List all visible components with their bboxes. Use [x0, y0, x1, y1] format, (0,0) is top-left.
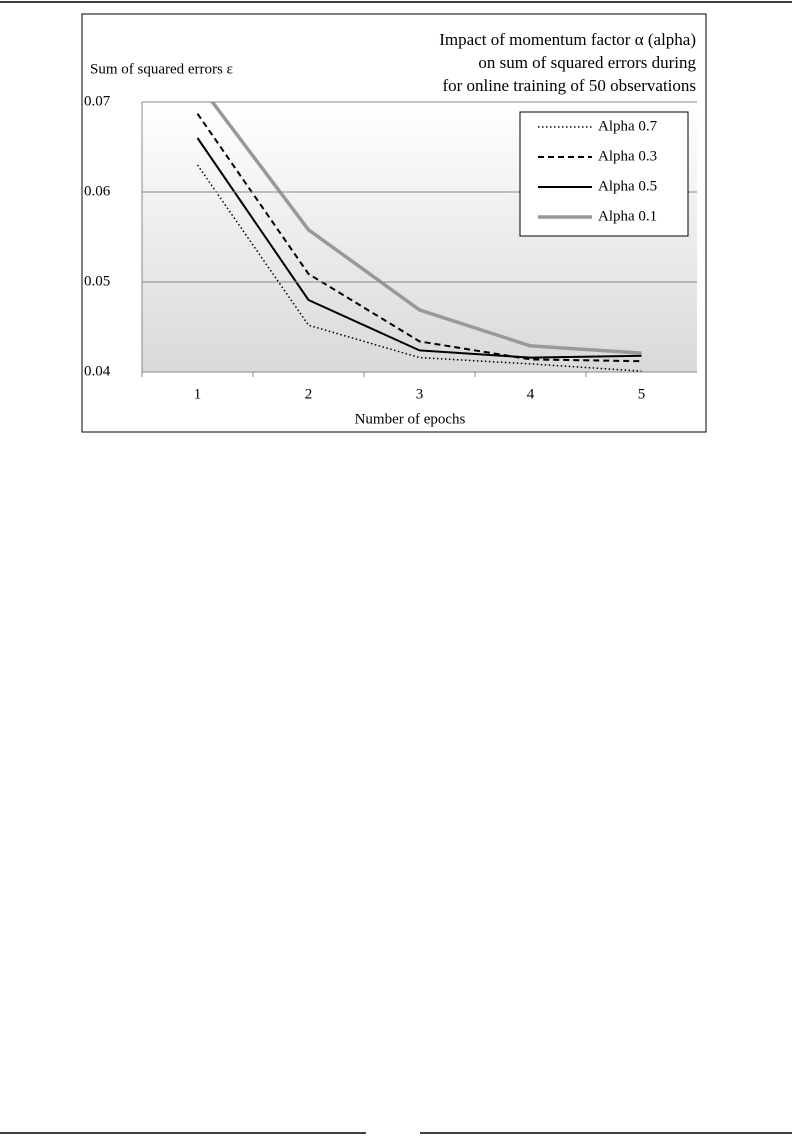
legend-label: Alpha 0.1: [598, 208, 657, 224]
x-axis-label: Number of epochs: [355, 411, 466, 427]
y-tick-label: 0.04: [84, 363, 111, 379]
x-tick-label: 3: [416, 386, 424, 402]
y-tick-label: 0.05: [84, 273, 110, 289]
y-tick-label: 0.06: [84, 183, 111, 199]
plot-lines: [196, 102, 642, 372]
legend-label: Alpha 0.7: [598, 118, 658, 134]
x-tick-label: 4: [527, 386, 535, 402]
chart-title: for online training of 50 observations: [442, 76, 696, 95]
x-tick-label: 1: [194, 386, 202, 402]
x-tick-label: 5: [638, 386, 646, 402]
x-tick-label: 2: [305, 386, 313, 402]
series-line: [196, 113, 642, 363]
y-axis-label: Sum of squared errors ε: [90, 61, 233, 77]
series-line: [196, 137, 642, 359]
legend-label: Alpha 0.3: [598, 148, 657, 164]
chart-title: on sum of squared errors during: [478, 53, 696, 72]
y-tick-label: 0.07: [84, 93, 111, 109]
series-line: [210, 102, 642, 355]
chart-title: Impact of momentum factor α (alpha): [439, 30, 696, 49]
legend-label: Alpha 0.5: [598, 178, 657, 194]
